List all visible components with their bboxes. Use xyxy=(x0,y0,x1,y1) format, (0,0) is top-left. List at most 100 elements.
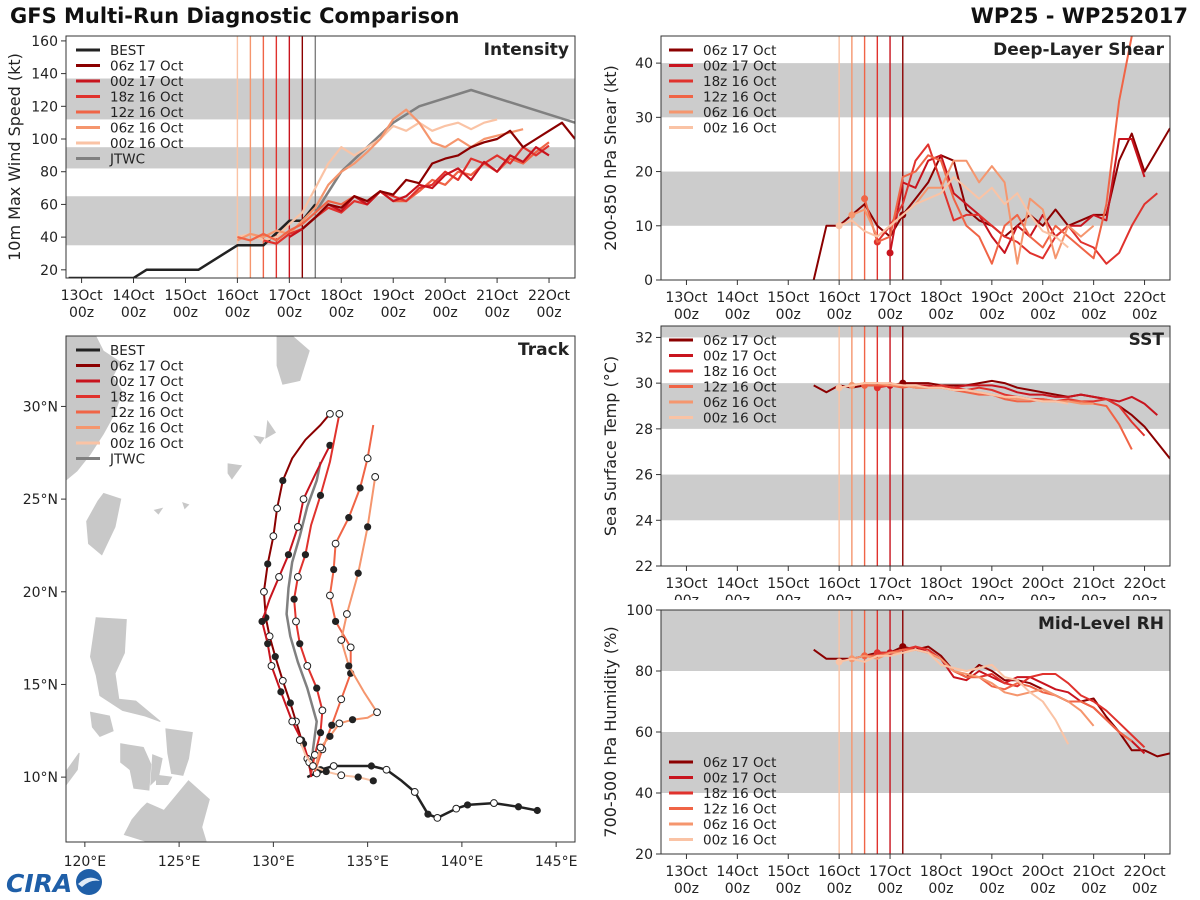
rh-xtick-label: 21Oct xyxy=(1073,864,1116,880)
sst-xtick-label: 22Oct xyxy=(1124,576,1167,592)
sst-xtick-label-hour: 00z xyxy=(877,593,902,600)
shear-series-line xyxy=(863,36,1133,265)
rh-ytick-label: 20 xyxy=(635,847,653,863)
track-point-filled xyxy=(284,551,293,559)
track-point-open xyxy=(346,643,355,652)
shear-ytick-label: 40 xyxy=(635,56,653,72)
track-point-open xyxy=(293,523,302,531)
intensity-xtick-label: 18Oct xyxy=(320,288,363,304)
track-point-open xyxy=(410,788,419,796)
intensity-xtick-label: 21Oct xyxy=(476,288,519,304)
shear-legend-label: 00z 17 Oct xyxy=(703,59,776,75)
shear-plot-area xyxy=(661,36,1170,280)
land-mass xyxy=(227,463,243,480)
track-xtick-label: 140°E xyxy=(441,854,484,870)
rh-ytick-label: 40 xyxy=(635,786,653,802)
track-legend-label: BEST xyxy=(110,343,145,359)
track-xtick-label: 130°E xyxy=(252,854,295,870)
rh-xtick-label: 22Oct xyxy=(1124,864,1167,880)
land-mass xyxy=(265,419,277,439)
land-mass xyxy=(120,743,152,791)
intensity-xtick-label: 19Oct xyxy=(372,288,415,304)
intensity-ytick-label: 140 xyxy=(31,67,58,83)
track-point-filled xyxy=(326,441,334,449)
land-mass xyxy=(153,507,164,515)
shear-ytick-label: 10 xyxy=(635,219,653,235)
track-point-open xyxy=(326,591,334,600)
intensity-xtick-label-hour: 00z xyxy=(536,305,561,321)
track-point-open xyxy=(371,472,380,481)
rh-legend-label: 00z 17 Oct xyxy=(703,771,776,787)
track-point-filled xyxy=(296,640,304,648)
track-legend-label: 06z 16 Oct xyxy=(110,421,183,437)
shear-ytick-label: 30 xyxy=(635,110,653,126)
rh-xtick-label: 14Oct xyxy=(716,864,759,880)
sst-band xyxy=(661,474,1170,521)
track-point-filled xyxy=(533,806,541,815)
intensity-title: Intensity xyxy=(484,40,569,60)
cira-logo-swirl xyxy=(78,877,100,887)
track-point-filled xyxy=(301,551,310,559)
intensity-ytick-label: 160 xyxy=(31,34,58,50)
intensity-xtick-label: 15Oct xyxy=(164,288,207,304)
land-mass xyxy=(156,774,173,785)
track-point-filled xyxy=(258,617,266,626)
track-point-filled xyxy=(328,721,336,729)
rh-xtick-label-hour: 00z xyxy=(725,881,750,897)
land-mass xyxy=(182,502,190,510)
track-point-filled xyxy=(348,716,357,724)
shear-xtick-label-hour: 00z xyxy=(827,307,852,323)
sst-xtick-label: 20Oct xyxy=(1022,576,1065,592)
track-frame xyxy=(65,335,576,843)
track-point-open xyxy=(273,504,282,513)
shear-xtick-label-hour: 00z xyxy=(979,307,1004,323)
sst-xtick-label: 19Oct xyxy=(971,576,1014,592)
cira-logo-text: CIRA xyxy=(6,869,72,897)
rh-ylabel: 700-500 hPa Humidity (%) xyxy=(601,626,620,837)
sst-ytick-label: 28 xyxy=(635,422,653,438)
sst-ytick-label: 22 xyxy=(635,559,653,575)
land-mass xyxy=(276,336,310,385)
sst-xtick-label-hour: 00z xyxy=(776,593,801,600)
rh-legend-label: 18z 16 Oct xyxy=(703,786,776,802)
sst-xtick-label-hour: 00z xyxy=(725,593,750,600)
track-xtick-label: 145°E xyxy=(535,854,578,870)
sst-xtick-label-hour: 00z xyxy=(1132,593,1157,600)
track-xtick-label: 120°E xyxy=(64,854,107,870)
shear-legend-label: 18z 16 Oct xyxy=(703,74,776,90)
intensity-xtick-label: 16Oct xyxy=(216,288,259,304)
land-mass xyxy=(253,435,265,445)
track-point-open xyxy=(316,743,325,752)
intensity-xtick-label-hour: 00z xyxy=(329,305,354,321)
track-point-filled xyxy=(322,767,330,776)
track-point-filled xyxy=(424,810,432,818)
intensity-xtick-label: 14Oct xyxy=(113,288,156,304)
track-point-filled xyxy=(331,617,340,626)
intensity-series-line xyxy=(68,203,317,278)
track-point-open xyxy=(331,539,340,548)
track-line xyxy=(313,424,375,772)
shear-xtick-label: 13Oct xyxy=(665,290,708,306)
intensity-ytick-label: 80 xyxy=(40,165,58,181)
shear-frame xyxy=(660,35,1171,281)
track-point-open xyxy=(267,662,276,670)
rh-plot-area xyxy=(661,610,1170,854)
shear-ytick-label: 20 xyxy=(635,165,653,181)
rh-series-line xyxy=(877,645,1146,749)
land-mass xyxy=(165,728,193,776)
sst-xtick-label: 15Oct xyxy=(767,576,810,592)
track-ytick-label: 10°N xyxy=(23,770,58,786)
rh-ytick-label: 80 xyxy=(635,664,653,680)
track-legend-label: 06z 17 Oct xyxy=(110,359,183,375)
track-point-filled xyxy=(290,595,298,603)
track-point-filled xyxy=(463,801,472,809)
track-point-open xyxy=(269,532,278,541)
intensity-xtick-label: 20Oct xyxy=(424,288,467,304)
shear-xtick-label: 16Oct xyxy=(818,290,861,306)
track-legend-label: 12z 16 Oct xyxy=(110,405,183,421)
intensity-xtick-label-hour: 00z xyxy=(433,305,458,321)
rh-legend-label: 06z 16 Oct xyxy=(703,817,776,833)
sst-frame xyxy=(660,325,1171,567)
track-ytick-label: 30°N xyxy=(23,399,58,415)
sst-series-marker xyxy=(835,384,843,392)
